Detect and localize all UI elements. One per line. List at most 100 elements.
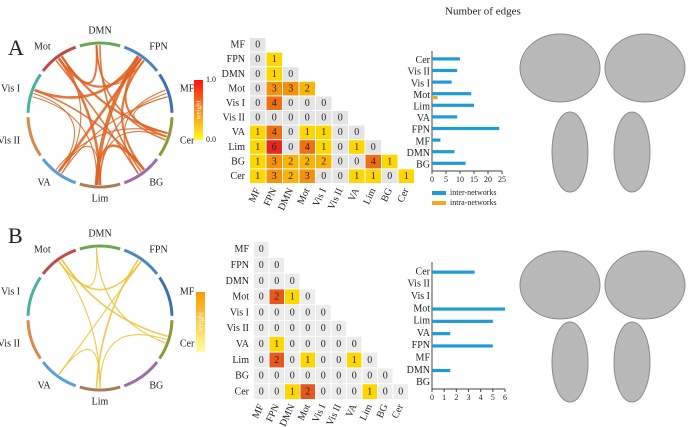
cell-label: 4 xyxy=(272,98,277,109)
cell-label: 1 xyxy=(371,171,376,182)
cell-label: 0 xyxy=(398,386,403,397)
heatmap-cell xyxy=(266,96,282,110)
cell-label: 3 xyxy=(305,171,310,182)
cell-label: 0 xyxy=(305,113,310,124)
cell-label: 0 xyxy=(274,386,279,397)
y-tick-label: Cer xyxy=(416,266,431,277)
y-tick-label: DMN xyxy=(407,148,430,159)
heatmap-cell xyxy=(316,384,331,399)
network-arc xyxy=(158,73,174,113)
chord xyxy=(55,128,168,170)
cell-label: 1 xyxy=(305,127,310,138)
cell-label: 6 xyxy=(272,142,277,153)
cell-label: 1 xyxy=(272,54,277,65)
y-tick-label: MF xyxy=(416,353,431,364)
network-arc xyxy=(41,45,77,72)
cell-label: 0 xyxy=(290,307,295,318)
network-label: BG xyxy=(149,177,163,188)
heatmap-cell xyxy=(316,352,331,368)
colorbar xyxy=(196,292,205,352)
chord xyxy=(95,144,145,185)
heatmap-cell xyxy=(316,336,331,352)
heatmap-cell xyxy=(332,140,348,154)
network-arc xyxy=(26,117,42,157)
y-tick-label: Mot xyxy=(413,90,430,101)
network-arc xyxy=(123,158,159,185)
heatmap-cell xyxy=(283,169,299,183)
chord xyxy=(61,96,168,174)
bar xyxy=(432,68,458,73)
heatmap-cell xyxy=(331,321,346,336)
row-label: MF xyxy=(235,244,250,255)
heatmap-cell xyxy=(316,96,332,110)
cell-label: 1 xyxy=(272,69,277,80)
cell-label: 0 xyxy=(338,113,343,124)
heatmap-cell xyxy=(283,96,299,110)
brain-lateral xyxy=(604,250,686,320)
chord xyxy=(123,89,166,174)
heatmap-cell xyxy=(349,125,365,140)
heatmap-cell xyxy=(266,154,282,169)
network-arc xyxy=(123,248,159,275)
heatmap-cell xyxy=(269,321,284,336)
column-label: Lim xyxy=(362,186,379,206)
cell-label: 0 xyxy=(288,69,293,80)
heatmap-cell xyxy=(285,336,300,352)
heatmap-cell xyxy=(382,154,398,169)
cell-label: 3 xyxy=(272,83,277,94)
network-arc xyxy=(158,276,174,316)
row-label: Lim xyxy=(232,355,249,366)
cell-label: 0 xyxy=(274,323,279,334)
cell-label: 1 xyxy=(354,142,359,153)
row-label: FPN xyxy=(227,54,245,65)
network-label: FPN xyxy=(149,41,167,52)
cell-label: 0 xyxy=(354,156,359,167)
bar xyxy=(432,95,438,100)
y-tick-label: Vis II xyxy=(408,279,430,290)
heatmap-cell xyxy=(269,368,284,384)
bar xyxy=(432,138,441,142)
heatmap-cell xyxy=(299,111,315,125)
y-tick-label: VA xyxy=(417,113,431,124)
y-tick-label: MF xyxy=(416,136,431,147)
heatmap-cell xyxy=(299,169,315,183)
network-label: Lim xyxy=(92,396,109,407)
heatmap-cell xyxy=(378,384,393,399)
cell-label: 1 xyxy=(321,127,326,138)
network-label: MF xyxy=(180,286,195,297)
heatmap-cell xyxy=(299,96,315,110)
cell-label: 2 xyxy=(274,292,279,303)
heatmap-cell xyxy=(254,242,269,257)
network-label: BG xyxy=(149,380,163,391)
chord xyxy=(99,44,142,173)
cell-label: 0 xyxy=(371,142,376,153)
heatmap-cell xyxy=(332,125,348,140)
y-tick-label: FPN xyxy=(412,125,430,136)
x-tick-label: 6 xyxy=(503,393,507,402)
bar xyxy=(432,92,472,96)
cell-label: 0 xyxy=(352,386,357,397)
row-label: Mot xyxy=(232,292,249,303)
cell-label: 0 xyxy=(321,323,326,334)
heatmap-cell xyxy=(285,305,300,320)
cell-label: 0 xyxy=(305,339,310,350)
heatmap-cell xyxy=(300,336,315,352)
heatmap-cell xyxy=(269,273,284,289)
heatmap-cell xyxy=(254,289,269,305)
heatmap-cell xyxy=(266,111,282,125)
y-tick-label: VA xyxy=(417,328,431,339)
y-tick-label: Lim xyxy=(413,101,430,112)
network-label: DMN xyxy=(88,228,111,239)
cell-label: 4 xyxy=(272,127,277,138)
heatmap-cell xyxy=(266,67,282,81)
heatmap-cell xyxy=(285,321,300,336)
heatmap-cell xyxy=(349,154,365,169)
brain-axial xyxy=(551,111,589,193)
cell-label: 2 xyxy=(305,156,310,167)
chord xyxy=(95,258,139,388)
chart-title: Number of edges xyxy=(445,6,521,18)
row-label: VA xyxy=(236,339,250,350)
cell-label: 0 xyxy=(367,355,372,366)
cell-label: 1 xyxy=(274,339,279,350)
cell-label: 0 xyxy=(338,156,343,167)
